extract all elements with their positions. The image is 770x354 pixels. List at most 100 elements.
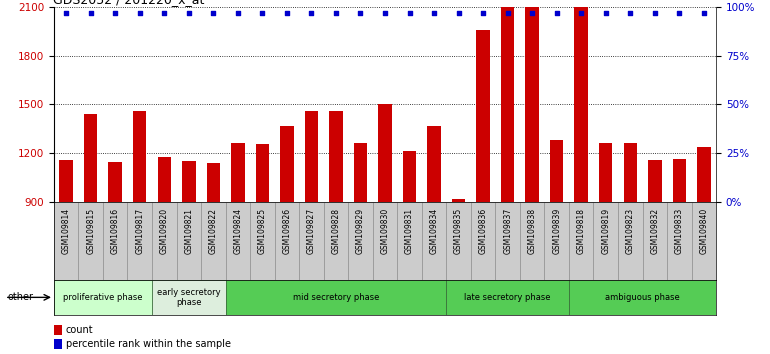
Text: GSM109814: GSM109814 [62, 208, 71, 254]
Point [133, 10, 146, 16]
Bar [447, 202, 470, 280]
Text: GSM109815: GSM109815 [86, 208, 95, 254]
Bar [495, 202, 520, 280]
Bar [206, 163, 220, 348]
Bar [525, 7, 539, 348]
Point [600, 10, 612, 16]
Bar [697, 147, 711, 348]
Text: GSM109840: GSM109840 [699, 208, 708, 254]
Text: GSM109822: GSM109822 [209, 208, 218, 254]
Point [501, 10, 514, 16]
Text: other: other [8, 292, 34, 302]
Text: GSM109836: GSM109836 [479, 208, 487, 254]
Bar [397, 202, 422, 280]
Bar [201, 202, 226, 280]
Bar [323, 202, 348, 280]
Point [281, 10, 293, 16]
Text: GSM109816: GSM109816 [111, 208, 119, 254]
Text: proliferative phase: proliferative phase [63, 293, 142, 302]
Bar [103, 202, 128, 280]
Point [575, 10, 588, 16]
Bar [54, 280, 152, 315]
Point [232, 10, 244, 16]
Point [85, 10, 97, 16]
Bar [667, 202, 691, 280]
Bar [599, 143, 612, 348]
Text: GSM109833: GSM109833 [675, 208, 684, 254]
Bar [330, 111, 343, 348]
Bar [672, 159, 686, 348]
Bar [569, 280, 716, 315]
Bar [305, 111, 318, 348]
Bar [226, 202, 250, 280]
Bar [54, 202, 79, 280]
Point [403, 10, 416, 16]
Bar [427, 126, 440, 348]
Point [109, 10, 122, 16]
Bar [477, 30, 490, 348]
Bar [642, 202, 667, 280]
Bar [152, 280, 226, 315]
Bar [256, 144, 269, 348]
Point [330, 10, 342, 16]
Text: early secretory
phase: early secretory phase [157, 288, 221, 307]
Bar [250, 202, 275, 280]
Bar [691, 202, 716, 280]
Bar [84, 114, 98, 348]
Bar [452, 199, 465, 348]
Bar [54, 339, 62, 349]
Point [648, 10, 661, 16]
Bar [574, 7, 588, 348]
Point [624, 10, 637, 16]
Bar [275, 202, 300, 280]
Text: GSM109839: GSM109839 [552, 208, 561, 254]
Point [158, 10, 170, 16]
Bar [152, 202, 176, 280]
Point [207, 10, 219, 16]
Bar [158, 157, 171, 348]
Text: GSM109823: GSM109823 [626, 208, 634, 254]
Bar [594, 202, 618, 280]
Bar [128, 202, 152, 280]
Point [477, 10, 489, 16]
Point [698, 10, 710, 16]
Bar [403, 151, 417, 348]
Point [551, 10, 563, 16]
Bar [54, 325, 62, 335]
Point [428, 10, 440, 16]
Point [182, 10, 195, 16]
Bar [569, 202, 594, 280]
Bar [300, 202, 323, 280]
Text: GSM109827: GSM109827 [307, 208, 316, 254]
Text: GSM109829: GSM109829 [356, 208, 365, 254]
Bar [500, 7, 514, 348]
Bar [544, 202, 569, 280]
Bar [550, 140, 564, 348]
Bar [231, 143, 245, 348]
Point [305, 10, 317, 16]
Bar [353, 143, 367, 348]
Bar [470, 202, 495, 280]
Bar [422, 202, 447, 280]
Text: GSM109834: GSM109834 [430, 208, 439, 254]
Point [256, 10, 269, 16]
Text: GSM109824: GSM109824 [233, 208, 243, 254]
Bar [133, 111, 146, 348]
Text: GSM109821: GSM109821 [184, 208, 193, 254]
Text: GSM109838: GSM109838 [527, 208, 537, 254]
Bar [182, 161, 196, 348]
Point [354, 10, 367, 16]
Text: GSM109828: GSM109828 [331, 208, 340, 254]
Bar [176, 202, 201, 280]
Bar [618, 202, 642, 280]
Point [60, 10, 72, 16]
Text: ambiguous phase: ambiguous phase [605, 293, 680, 302]
Point [379, 10, 391, 16]
Bar [59, 160, 73, 348]
Bar [378, 104, 392, 348]
Bar [624, 143, 637, 348]
Text: GSM109835: GSM109835 [454, 208, 463, 254]
Text: GSM109832: GSM109832 [651, 208, 659, 254]
Text: GSM109831: GSM109831 [405, 208, 414, 254]
Text: GSM109819: GSM109819 [601, 208, 611, 254]
